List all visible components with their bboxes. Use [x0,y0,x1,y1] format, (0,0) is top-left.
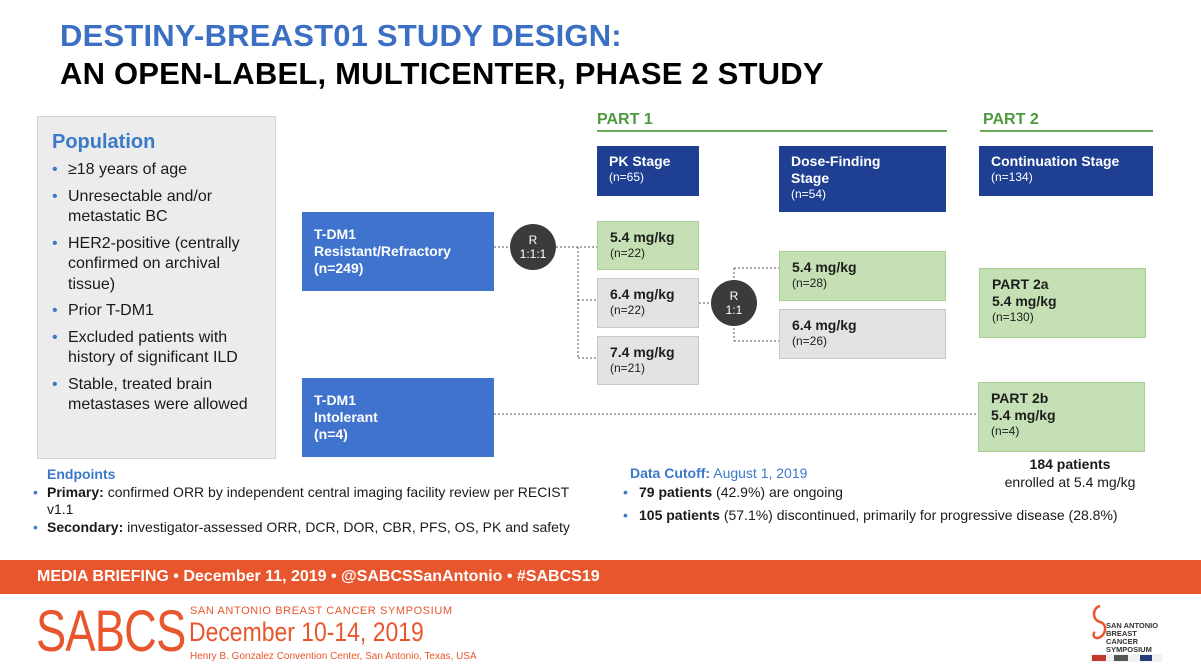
group-resistant-box: T-DM1 Resistant/Refractory (n=249) [302,212,494,291]
bullet-icon: • [52,328,58,346]
part2b-box: PART 2b 5.4 mg/kg (n=4) [978,382,1145,452]
endpoints-heading: Endpoints [47,466,116,482]
list-item: • 79 patients (42.9%) are ongoing [623,484,843,500]
df-arm-6-4: 6.4 mg/kg (n=26) [779,309,946,359]
population-heading: Population [52,131,156,153]
list-item: • HER2-positive (centrally confirmed on a… [52,234,240,293]
slide-title-line1: DESTINY-BREAST01 STUDY DESIGN: [60,18,622,53]
dose-finding-stage-box: Dose-Finding Stage (n=54) [779,146,946,212]
population-panel: Population • ≥18 years of age • Unresectab… [37,116,276,459]
media-briefing-banner: MEDIA BRIEFING • December 11, 2019 • @SA… [0,560,1201,594]
part2-divider [980,130,1153,132]
pk-arm-7-4: 7.4 mg/kg (n=21) [597,336,699,385]
df-arm-5-4: 5.4 mg/kg (n=28) [779,251,946,301]
part2-label: PART 2 [983,111,1039,128]
bullet-icon: • [33,484,38,500]
bullet-icon: • [33,519,38,535]
part1-label: PART 1 [597,111,653,128]
list-item: • Stable, treated brain metastases were a… [52,375,248,414]
list-item: • Primary: confirmed ORR by independent c… [33,484,569,517]
data-cutoff-heading: Data Cutoff: August 1, 2019 [630,465,808,481]
data-cutoff-list: • 79 patients (42.9%) are ongoing • 105 pa… [623,484,1183,530]
bullet-icon: • [52,234,58,252]
population-list: • ≥18 years of age • Unresectable and/or m… [52,160,263,416]
list-item: • 105 patients (57.1%) discontinued, prim… [623,507,1118,523]
pk-arm-5-4: 5.4 mg/kg (n=22) [597,221,699,270]
part2a-box: PART 2a 5.4 mg/kg (n=130) [979,268,1146,338]
slide-title-line2: AN OPEN-LABEL, MULTICENTER, PHASE 2 STUD… [60,56,824,91]
bullet-icon: • [52,161,58,178]
bullet-icon: • [52,302,58,319]
bullet-icon: • [623,507,628,523]
corner-logo: SAN ANTONIO BREAST CANCER SYMPOSIUM [1086,602,1166,666]
endpoints-list: • Primary: confirmed ORR by independent c… [33,484,573,538]
list-item: • Secondary: investigator-assessed ORR, D… [33,519,570,535]
list-item: • Excluded patients with history of signi… [52,328,238,367]
list-item: • ≥18 years of age [52,160,263,181]
symposium-name: SAN ANTONIO BREAST CANCER SYMPOSIUM [190,605,453,617]
part1-divider [597,130,947,132]
group-intolerant-box: T-DM1 Intolerant (n=4) [302,378,494,457]
enrollment-summary: 184 patients enrolled at 5.4 mg/kg [1004,456,1136,490]
symposium-venue: Henry B. Gonzalez Convention Center, San… [190,651,477,662]
symposium-dates: December 10-14, 2019 [189,617,424,647]
sabcs-logo: SABCS [36,599,186,664]
list-item: • Unresectable and/or metastatic BC [52,187,213,226]
list-item: • Prior T-DM1 [52,301,263,322]
randomization-circle-1: R 1:1:1 [510,224,556,270]
bullet-icon: • [623,484,628,500]
randomization-circle-2: R 1:1 [711,280,757,326]
continuation-stage-box: Continuation Stage (n=134) [979,146,1153,196]
bullet-icon: • [52,187,58,205]
pk-arm-6-4: 6.4 mg/kg (n=22) [597,278,699,328]
bullet-icon: • [52,375,58,393]
pk-stage-box: PK Stage (n=65) [597,146,699,196]
ribbon-icon [1090,604,1162,662]
